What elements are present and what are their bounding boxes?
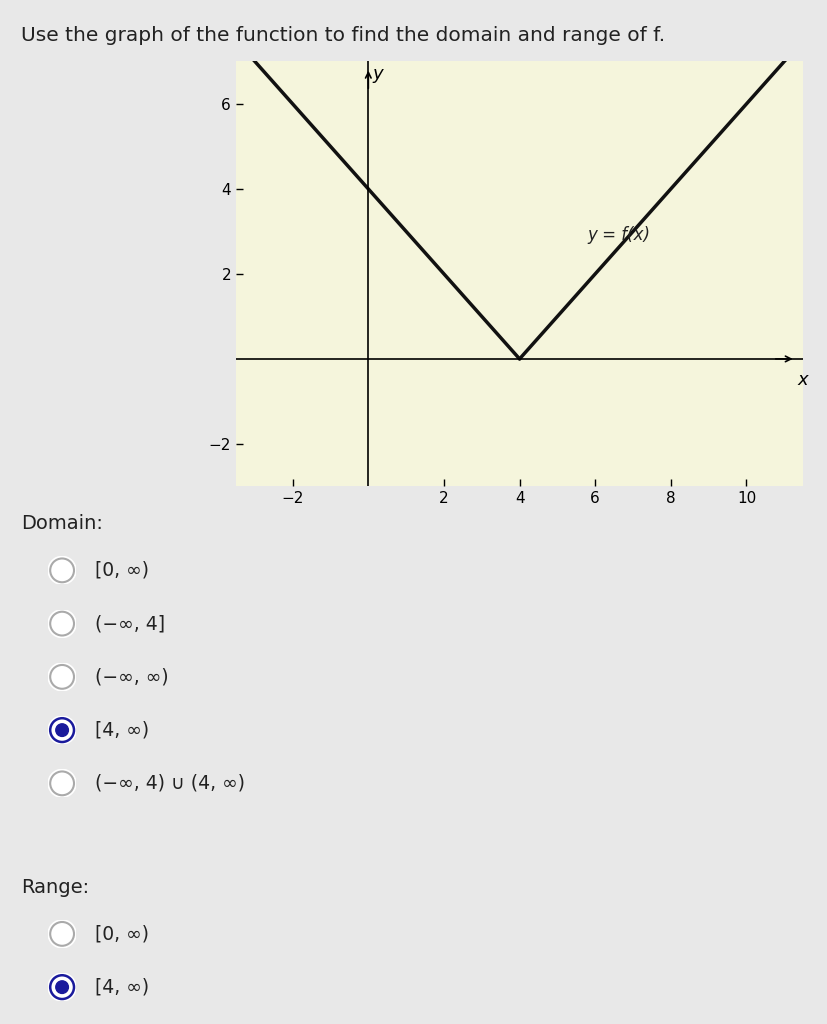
Text: y = f(x): y = f(x) xyxy=(587,226,650,244)
Text: [4, ∞): [4, ∞) xyxy=(95,978,149,996)
Circle shape xyxy=(48,556,76,585)
Text: [0, ∞): [0, ∞) xyxy=(95,561,149,580)
Circle shape xyxy=(48,973,76,1001)
Text: x: x xyxy=(797,371,807,389)
Circle shape xyxy=(48,716,76,744)
Text: y: y xyxy=(372,66,383,83)
Circle shape xyxy=(55,724,69,736)
Text: [0, ∞): [0, ∞) xyxy=(95,925,149,943)
Text: (−∞, ∞): (−∞, ∞) xyxy=(95,668,169,686)
Text: (−∞, 4) ∪ (4, ∞): (−∞, 4) ∪ (4, ∞) xyxy=(95,774,245,793)
Circle shape xyxy=(55,981,69,993)
Text: [4, ∞): [4, ∞) xyxy=(95,721,149,739)
Circle shape xyxy=(48,920,76,948)
Circle shape xyxy=(48,609,76,638)
Text: (−∞, 4]: (−∞, 4] xyxy=(95,614,165,633)
Text: Domain:: Domain: xyxy=(21,514,103,534)
Circle shape xyxy=(48,769,76,798)
Text: Use the graph of the function to find the domain and range of f.: Use the graph of the function to find th… xyxy=(21,26,664,45)
Text: Range:: Range: xyxy=(21,878,88,897)
Circle shape xyxy=(48,663,76,691)
